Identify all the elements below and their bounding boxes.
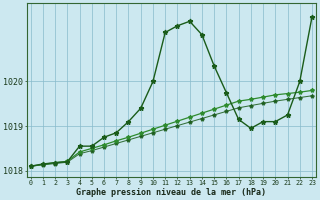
X-axis label: Graphe pression niveau de la mer (hPa): Graphe pression niveau de la mer (hPa) <box>76 188 266 197</box>
